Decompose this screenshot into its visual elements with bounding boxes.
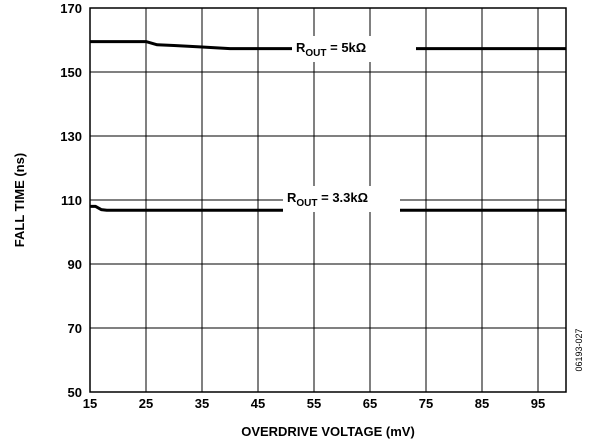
x-tick-label: 75 <box>419 396 433 411</box>
x-tick-label: 25 <box>139 396 153 411</box>
y-tick-label: 50 <box>68 385 82 400</box>
x-tick-labels: 15 25 35 45 55 65 75 85 95 <box>83 396 545 411</box>
y-tick-label: 130 <box>60 129 82 144</box>
series-label-1: ROUT = 5kΩ <box>296 40 366 59</box>
y-tick-label: 110 <box>61 193 82 208</box>
y-tick-label: 90 <box>68 257 82 272</box>
series-line-1 <box>90 40 566 51</box>
y-tick-label: 170 <box>60 1 82 16</box>
x-tick-label: 15 <box>83 396 97 411</box>
x-axis-title: OVERDRIVE VOLTAGE (mV) <box>241 424 415 439</box>
series-label-2: ROUT = 3.3kΩ <box>287 190 368 209</box>
y-tick-label: 150 <box>60 65 82 80</box>
plot-frame <box>89 7 567 393</box>
series-labels: ROUT = 5kΩ ROUT = 3.3kΩ <box>283 36 416 212</box>
x-tick-label: 85 <box>475 396 489 411</box>
y-tick-label: 70 <box>68 321 82 336</box>
x-tick-label: 45 <box>251 396 265 411</box>
y-tick-labels: 50 70 90 110 130 150 170 <box>60 1 82 400</box>
x-tick-label: 55 <box>307 396 321 411</box>
series-label-background <box>292 36 416 62</box>
x-tick-label: 65 <box>363 396 377 411</box>
series-lines <box>90 40 566 212</box>
x-tick-label: 95 <box>531 396 545 411</box>
x-tick-label: 35 <box>195 396 209 411</box>
series-line-2 <box>90 204 566 212</box>
series-label-background <box>283 186 400 212</box>
figure-id: 06193-027 <box>574 328 584 371</box>
y-axis-title: FALL TIME (ns) <box>12 153 27 247</box>
